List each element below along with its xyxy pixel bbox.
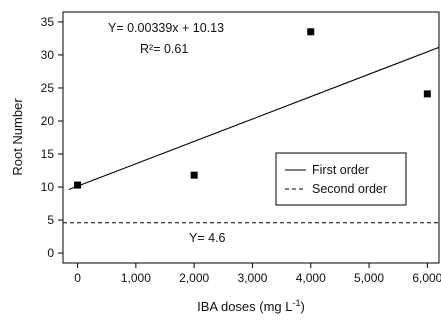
- y-tick-label: 15: [41, 147, 55, 161]
- x-tick-label: 1,000: [121, 271, 151, 285]
- second-equation-annotation: Y= 4.6: [189, 231, 226, 245]
- first-equation-annotation: Y= 0.00339x + 10.13: [108, 21, 224, 35]
- legend-second-label: Second order: [312, 182, 387, 196]
- y-tick-label: 5: [47, 213, 54, 227]
- legend-box: [275, 152, 407, 206]
- data-points: [74, 28, 431, 189]
- legend-first-label: First order: [312, 163, 369, 177]
- data-point: [190, 171, 198, 179]
- x-tick-label: 6,000: [412, 271, 441, 285]
- data-point: [74, 181, 82, 189]
- plot-frame: [62, 11, 440, 264]
- y-tick-label: 25: [41, 81, 55, 95]
- y-tick-label: 35: [41, 15, 55, 29]
- first-order-line: [68, 46, 440, 191]
- y-tick-label: 30: [41, 48, 55, 62]
- y-axis: 0 5 10 15 20 25 30 35: [41, 15, 63, 260]
- y-axis-label: Root Number: [10, 98, 25, 176]
- y-tick-label: 0: [47, 246, 54, 260]
- legend: First order Second order: [275, 152, 407, 206]
- data-point: [423, 90, 431, 98]
- data-point: [307, 28, 315, 36]
- y-tick-label: 20: [41, 114, 55, 128]
- x-tick-label: 3,000: [237, 271, 267, 285]
- x-tick-label: 5,000: [354, 271, 384, 285]
- x-tick-label: 2,000: [179, 271, 209, 285]
- first-r2-annotation: R²= 0.61: [140, 42, 188, 56]
- x-tick-label: 4,000: [296, 271, 326, 285]
- x-axis: 0 1,000 2,000 3,000 4,000 5,000 6,000: [74, 263, 441, 285]
- y-tick-label: 10: [41, 180, 55, 194]
- x-tick-label: 0: [74, 271, 81, 285]
- x-axis-label: IBA doses (mg L-1): [197, 298, 305, 314]
